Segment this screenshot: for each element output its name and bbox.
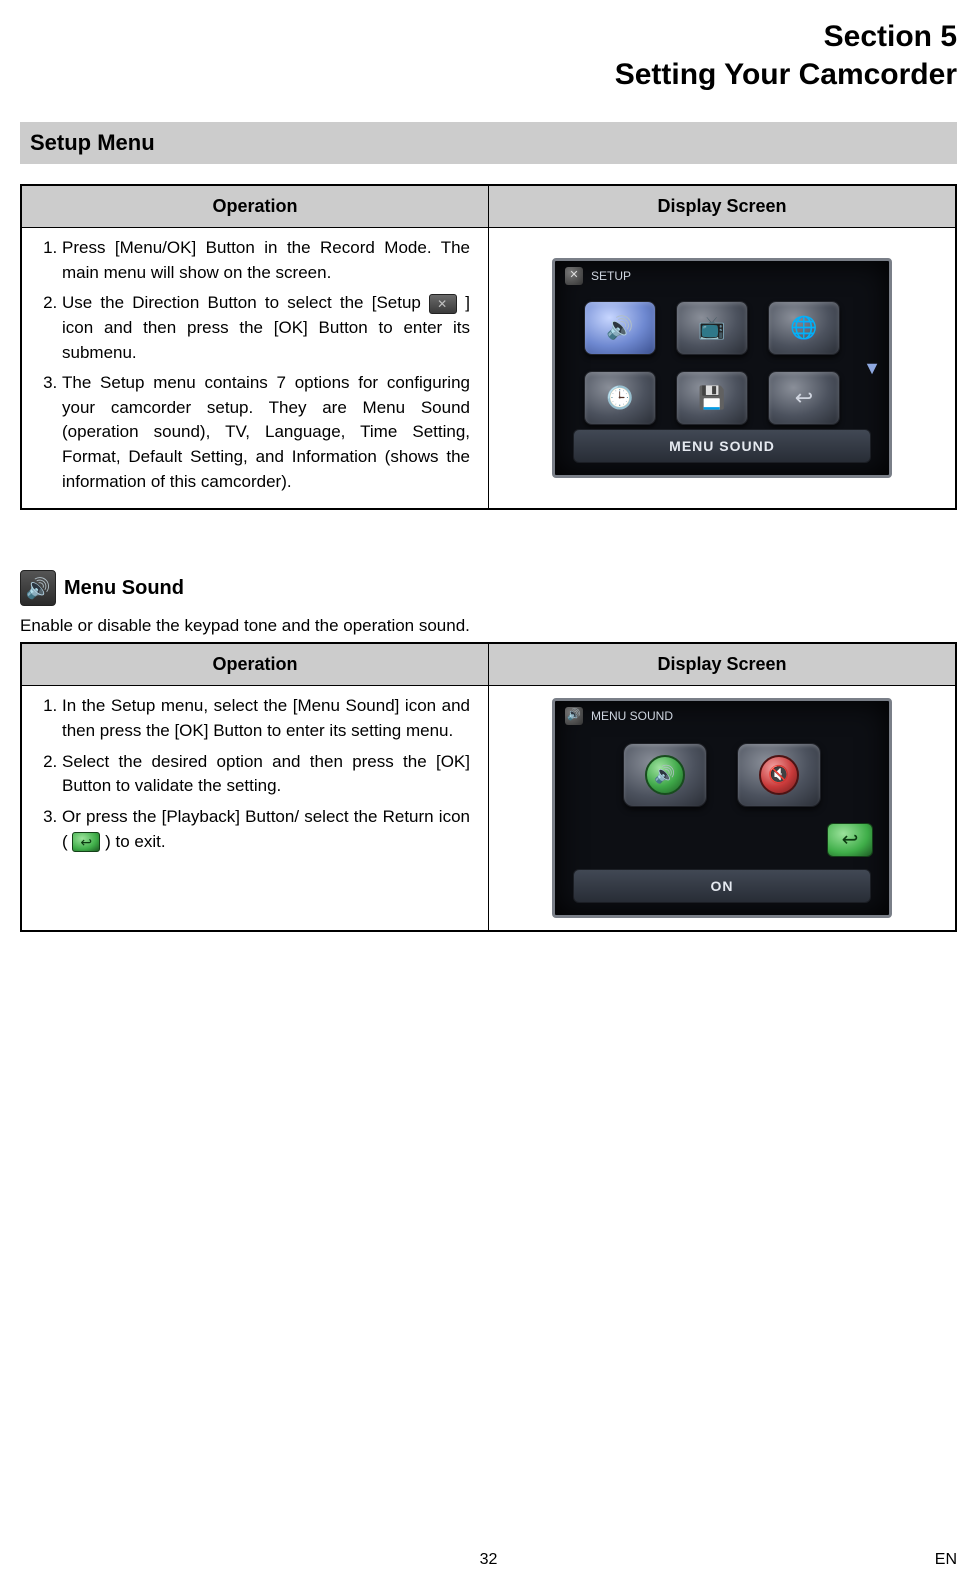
section-header: Section 5 Setting Your Camcorder [20,20,957,92]
menu-sound-heading: 🔊 Menu Sound [20,570,957,606]
setup-tile-1: 📺 [676,301,748,355]
language-code: EN [935,1551,957,1569]
wrench-icon: ✕ [565,267,583,285]
step-2: Use the Direction Button to select the [… [62,291,470,365]
menu-sound-desc: Enable or disable the keypad tone and th… [20,616,957,636]
setup-menu-bar: Setup Menu [20,122,957,164]
step-1: In the Setup menu, select the [Menu Soun… [62,694,470,743]
col-display-screen: Display Screen [489,185,957,228]
return-icon [72,832,100,852]
scroll-down-icon: ▼ [863,355,881,381]
operation-cell: In the Setup menu, select the [Menu Soun… [21,686,489,932]
lcd-title: MENU SOUND [591,708,673,725]
menu-sound-table: Operation Display Screen In the Setup me… [20,642,957,932]
lcd-title: SETUP [591,268,631,285]
lcd-label-bar: MENU SOUND [573,429,871,463]
camcorder-screen-setup: ✕ SETUP 🔊 📺 🌐 🕒 💾 ↩ ▼ MENU SOUND [552,258,892,478]
lcd-label-bar: ON [573,869,871,903]
option-off: 🔇 [737,743,821,807]
step-1: Press [Menu/OK] Button in the Record Mod… [62,236,470,285]
speaker-icon: 🔊 [20,570,56,606]
setup-tile-5: ↩ [768,371,840,425]
menu-sound-title: Menu Sound [64,577,184,600]
display-screen-cell: 🔊 MENU SOUND 🔊 🔇 ↩ ON [489,686,957,932]
setup-menu-table: Operation Display Screen Press [Menu/OK]… [20,184,957,510]
step-2: Select the desired option and then press… [62,750,470,799]
speaker-off-icon: 🔇 [759,755,799,795]
display-screen-cell: ✕ SETUP 🔊 📺 🌐 🕒 💾 ↩ ▼ MENU SOUND [489,228,957,510]
setup-tile-4: 💾 [676,371,748,425]
col-operation: Operation [21,185,489,228]
section-number: Section 5 [20,20,957,54]
section-title: Setting Your Camcorder [20,58,957,92]
col-display-screen: Display Screen [489,643,957,686]
page-footer: 32 EN [0,1551,977,1569]
setup-tile-0: 🔊 [584,301,656,355]
setup-icon [429,294,457,314]
step-3: The Setup menu contains 7 options for co… [62,371,470,494]
step-3: Or press the [Playback] Button/ select t… [62,805,470,854]
setup-tile-3: 🕒 [584,371,656,425]
return-icon: ↩ [827,823,873,857]
setup-tile-2: 🌐 [768,301,840,355]
speaker-icon: 🔊 [565,707,583,725]
operation-cell: Press [Menu/OK] Button in the Record Mod… [21,228,489,510]
option-on: 🔊 [623,743,707,807]
page-number: 32 [0,1551,977,1569]
camcorder-screen-menu-sound: 🔊 MENU SOUND 🔊 🔇 ↩ ON [552,698,892,918]
col-operation: Operation [21,643,489,686]
speaker-on-icon: 🔊 [645,755,685,795]
